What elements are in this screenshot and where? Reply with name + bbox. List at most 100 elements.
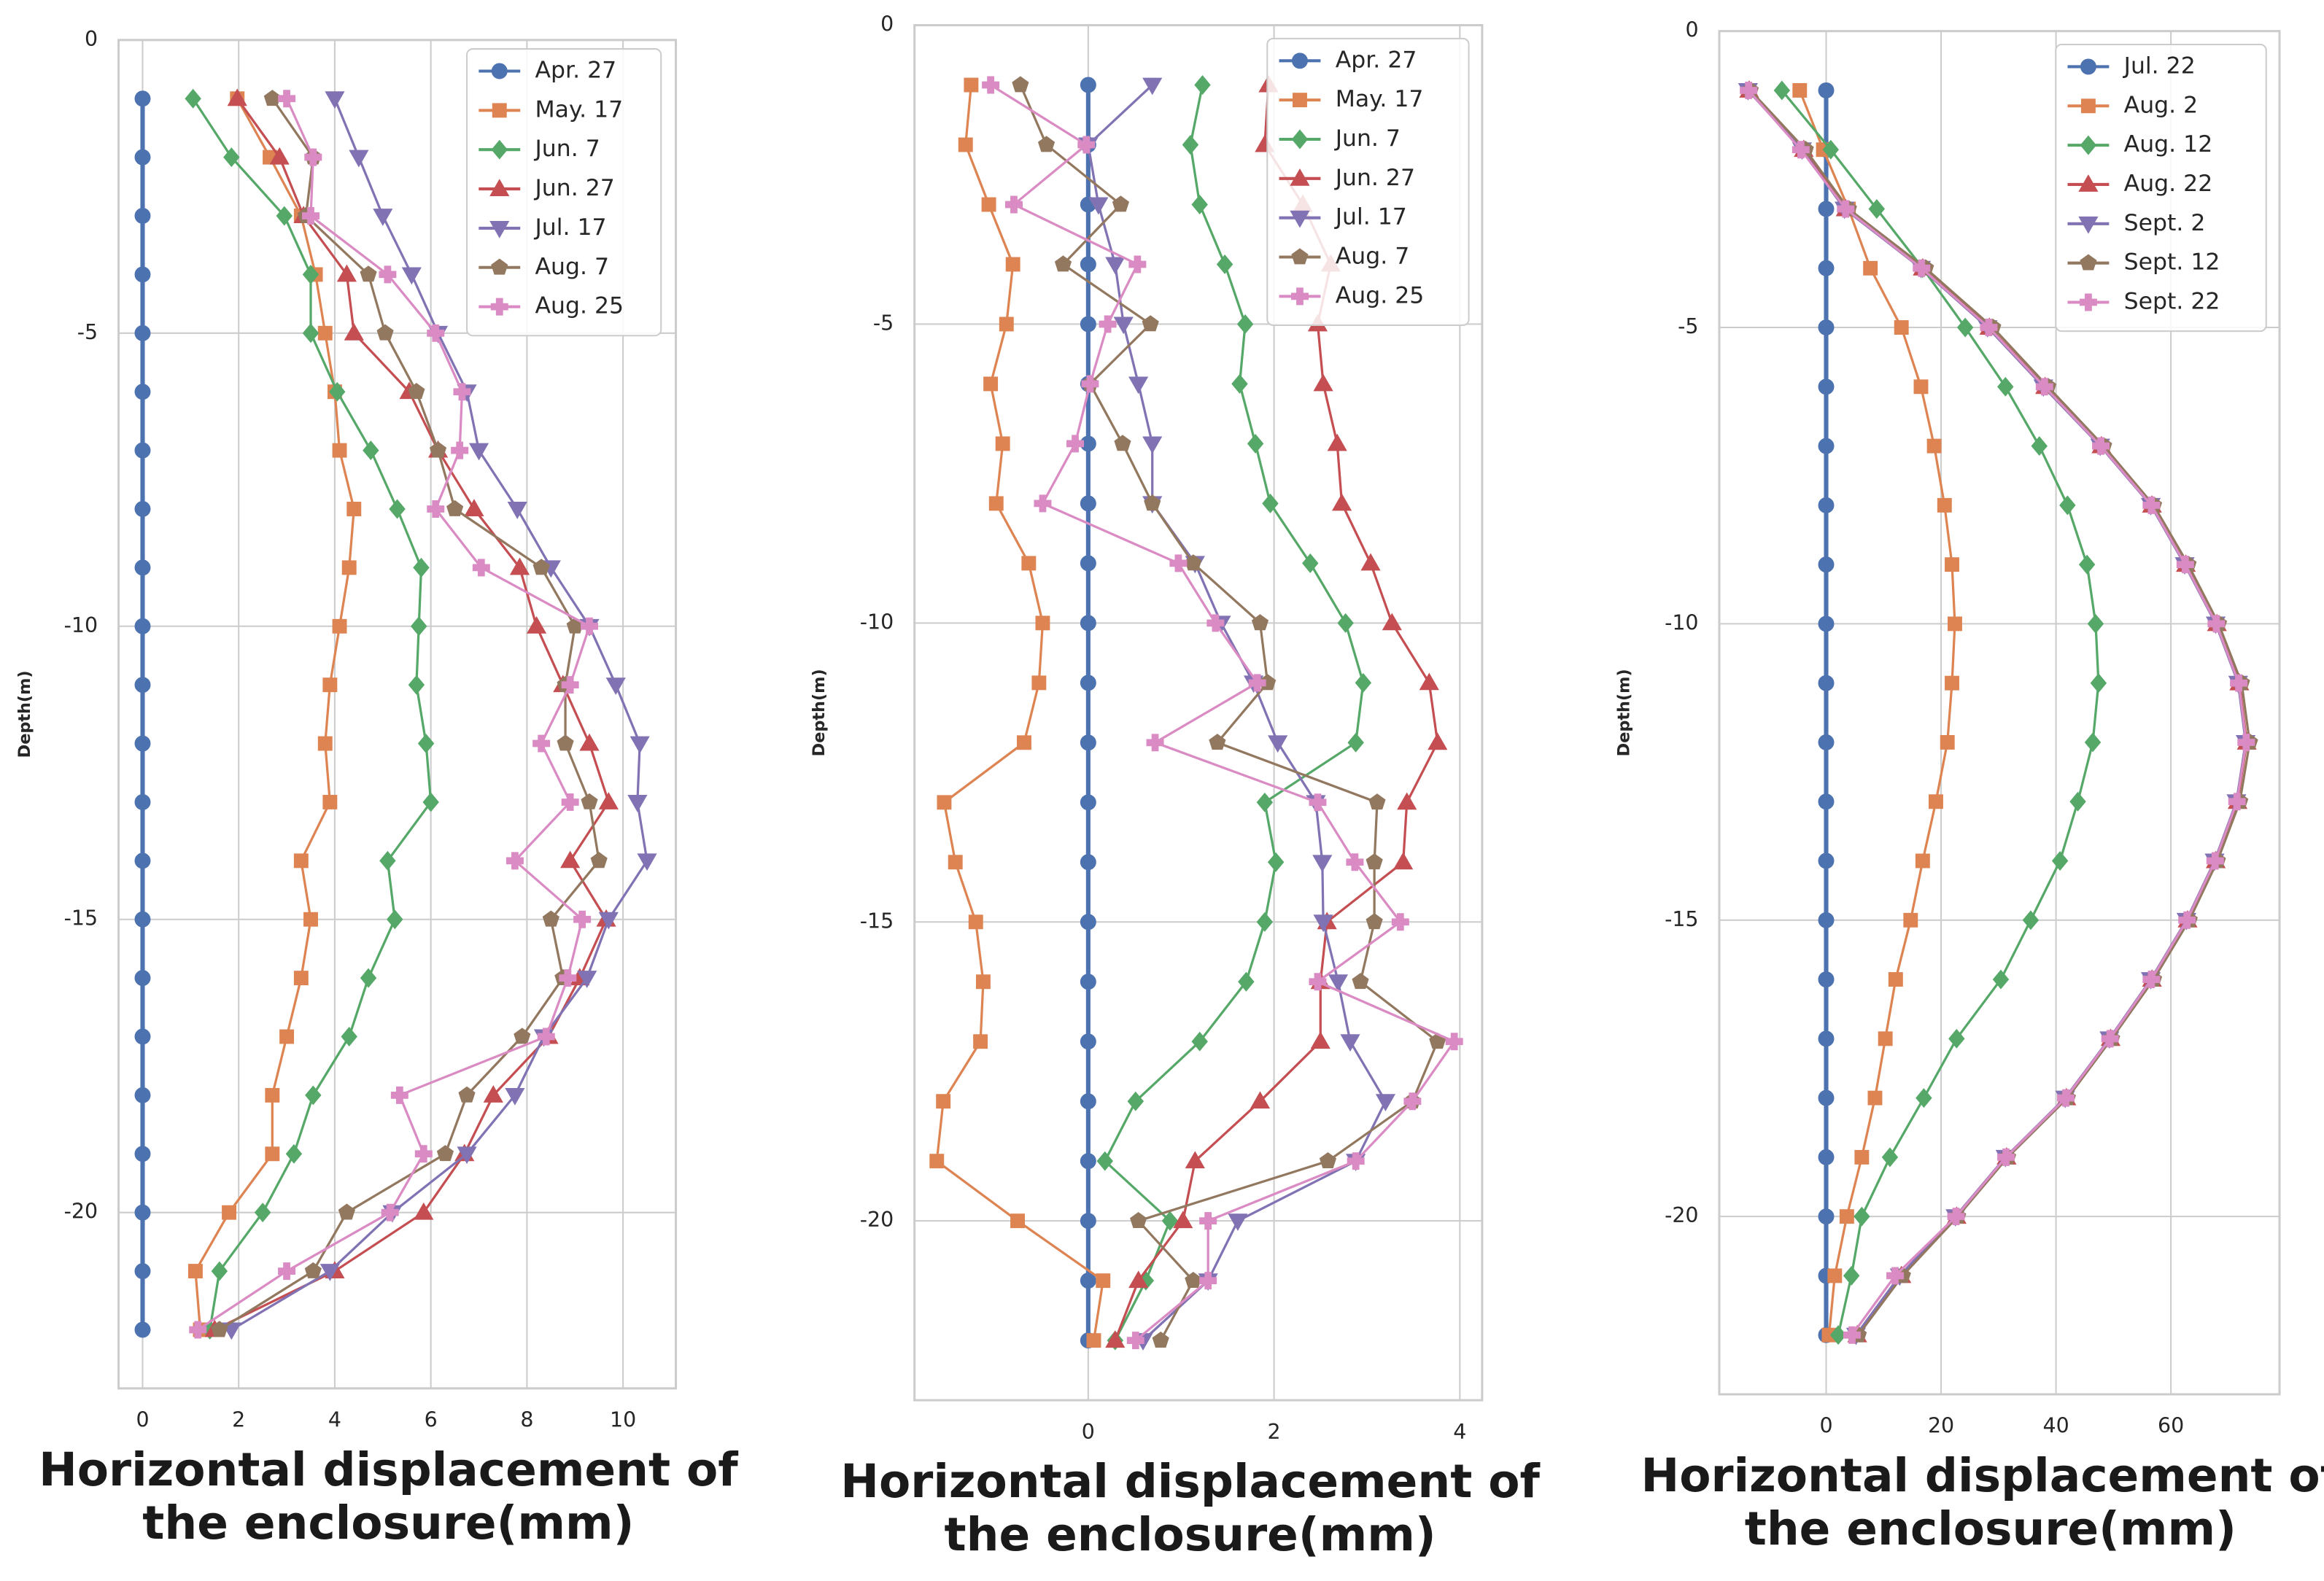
data-point bbox=[134, 442, 151, 459]
legend-marker bbox=[489, 179, 510, 197]
data-point bbox=[223, 147, 240, 168]
data-point bbox=[1199, 1272, 1217, 1290]
legend-marker bbox=[491, 139, 508, 160]
data-point bbox=[1940, 735, 1955, 750]
data-point bbox=[1191, 195, 1208, 214]
data-point bbox=[305, 1085, 322, 1106]
panel: 0 20 40 60 0 -5 -10 -15 -20 Depth(m) Horizontal di… bbox=[1614, 18, 2324, 1555]
data-point bbox=[1355, 672, 1372, 693]
series bbox=[185, 88, 439, 1340]
y-axis-label: Depth(m) bbox=[15, 670, 34, 758]
data-point bbox=[349, 149, 369, 168]
x-axis-label: Horizontal displacement of bbox=[840, 1455, 1540, 1508]
data-point bbox=[1012, 76, 1029, 93]
data-point bbox=[995, 436, 1010, 451]
data-point bbox=[134, 1263, 151, 1280]
data-point bbox=[2176, 556, 2194, 574]
data-point bbox=[1328, 974, 1349, 993]
legend-marker bbox=[2079, 293, 2097, 311]
data-point bbox=[185, 88, 201, 109]
data-point bbox=[2092, 437, 2110, 455]
data-point bbox=[1142, 436, 1163, 454]
data-point bbox=[381, 1203, 399, 1221]
legend-label: Jul. 22 bbox=[2123, 53, 2196, 79]
data-point bbox=[1818, 615, 1835, 632]
data-point bbox=[507, 502, 527, 519]
x-tick-label: 0 bbox=[1082, 1420, 1095, 1444]
data-point bbox=[483, 1085, 503, 1103]
data-point bbox=[514, 1028, 531, 1044]
data-point bbox=[1837, 200, 1855, 218]
data-point bbox=[1867, 1090, 1883, 1106]
data-point bbox=[1854, 1149, 1870, 1165]
x-axis-label: Horizontal displacement of bbox=[1641, 1449, 2324, 1502]
data-point bbox=[1428, 732, 1448, 750]
data-point bbox=[134, 501, 151, 517]
data-point bbox=[189, 1321, 207, 1339]
data-point bbox=[1086, 1333, 1101, 1348]
data-point bbox=[134, 559, 151, 576]
data-point bbox=[319, 1264, 340, 1281]
data-point bbox=[1360, 553, 1381, 571]
series-line bbox=[1747, 89, 2247, 1336]
data-point bbox=[344, 322, 364, 341]
data-point bbox=[1366, 913, 1383, 930]
data-point bbox=[1945, 675, 1959, 691]
legend: Apr. 27 May. 17 Jun. 7 Jun. 27 Jul. 17 Aug. 7… bbox=[1266, 37, 1470, 327]
data-point bbox=[414, 1145, 433, 1163]
legend-label: Sept. 12 bbox=[2124, 249, 2220, 276]
data-point bbox=[2142, 971, 2161, 989]
series bbox=[134, 90, 151, 1338]
data-point bbox=[1005, 257, 1020, 272]
data-point bbox=[2078, 554, 2096, 575]
legend-label: Jun. 7 bbox=[534, 136, 600, 162]
data-point bbox=[1238, 971, 1255, 992]
legend-label: Apr. 27 bbox=[535, 58, 617, 84]
data-point bbox=[1818, 438, 1835, 454]
series bbox=[189, 90, 598, 1339]
series bbox=[982, 76, 1463, 1350]
y-tick-label: 0 bbox=[85, 27, 98, 51]
data-point bbox=[417, 734, 435, 754]
data-point bbox=[1945, 557, 1959, 572]
data-point bbox=[1034, 494, 1052, 513]
legend-marker bbox=[2080, 135, 2097, 155]
data-point bbox=[1256, 792, 1274, 812]
data-point bbox=[2035, 378, 2053, 396]
legend-marker bbox=[1291, 129, 1309, 149]
data-point bbox=[1114, 435, 1131, 451]
data-point bbox=[1080, 914, 1096, 931]
data-point bbox=[1105, 1330, 1126, 1348]
data-point bbox=[1146, 734, 1164, 752]
y-tick-label: -5 bbox=[77, 320, 98, 344]
x-tick-label: 8 bbox=[520, 1408, 533, 1432]
data-point bbox=[379, 265, 397, 284]
data-point bbox=[222, 1205, 237, 1220]
data-point bbox=[557, 734, 574, 751]
legend-marker bbox=[489, 220, 510, 238]
data-point bbox=[1926, 438, 1942, 454]
data-point bbox=[408, 675, 425, 695]
data-point bbox=[1843, 1265, 1860, 1286]
data-point bbox=[981, 197, 996, 212]
data-point bbox=[1126, 1332, 1144, 1350]
data-point bbox=[1818, 556, 1835, 573]
data-point bbox=[322, 794, 338, 809]
y-tick-label: -5 bbox=[1678, 314, 1698, 338]
legend: Jul. 22 Aug. 2 Aug. 12 Aug. 22 Sept. 2 Sept. … bbox=[2055, 43, 2267, 333]
data-point bbox=[1142, 77, 1163, 96]
data-point bbox=[1375, 1094, 1396, 1112]
data-point bbox=[964, 77, 979, 93]
data-point bbox=[581, 617, 598, 635]
data-point bbox=[410, 616, 427, 637]
data-point bbox=[376, 324, 394, 341]
data-point bbox=[1080, 555, 1096, 572]
data-point bbox=[1397, 792, 1417, 810]
data-point bbox=[1247, 433, 1264, 454]
data-point bbox=[605, 677, 626, 695]
data-point bbox=[1054, 255, 1072, 272]
legend-label: Aug. 12 bbox=[2124, 131, 2213, 158]
data-point bbox=[627, 794, 648, 812]
data-point bbox=[1185, 1151, 1205, 1169]
data-point bbox=[1913, 379, 1929, 395]
